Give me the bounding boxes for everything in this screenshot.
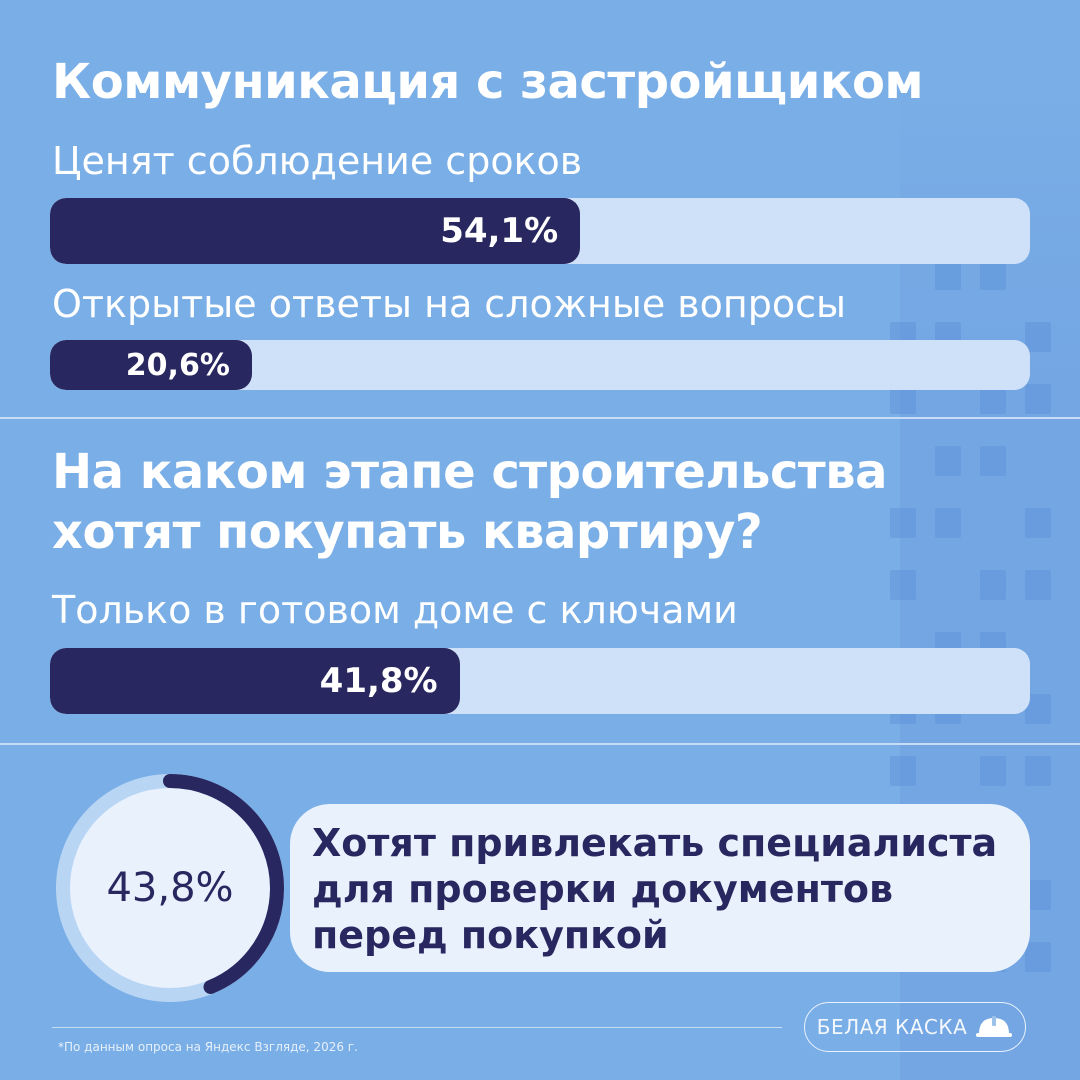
bar-category-label: Только в готовом доме с ключами [52, 588, 738, 632]
donut-chart: 43,8% [56, 774, 284, 1002]
background-window [890, 508, 916, 538]
bar-track: 54,1% [50, 198, 1030, 264]
page-title: Коммуникация с застройщиком [52, 54, 924, 110]
background-window [935, 446, 961, 476]
background-window [980, 570, 1006, 600]
stat-caption-line: перед покупкой [312, 913, 669, 957]
stat-caption: Хотят привлекать специалиста для проверк… [312, 820, 1012, 958]
donut-arc [56, 774, 284, 1002]
bar-value-label: 20,6% [125, 347, 230, 383]
footnote: *По данным опроса на Яндекс Взгляде, 202… [58, 1040, 358, 1054]
section-title-line: хотят покупать квартиру? [52, 504, 763, 560]
stat-caption-line: для проверки документов [312, 867, 894, 911]
footer-divider [52, 1027, 782, 1028]
bar-fill: 20,6% [50, 340, 252, 390]
brand-logo: БЕЛАЯ КАСКА [804, 1002, 1026, 1052]
background-window [935, 508, 961, 538]
background-window [890, 756, 916, 786]
bar-fill: 41,8% [50, 648, 460, 714]
donut-center [69, 787, 271, 989]
background-window [980, 260, 1006, 290]
bar-fill: 54,1% [50, 198, 581, 264]
background-window [1025, 570, 1051, 600]
stat-card [290, 804, 1030, 972]
background-window [980, 446, 1006, 476]
stat-caption-line: Хотят привлекать специалиста [312, 821, 998, 865]
section-title-line: На каком этапе строительства [52, 444, 888, 500]
bar-track: 41,8% [50, 648, 1030, 714]
background-window [890, 570, 916, 600]
bar-track: 20,6% [50, 340, 1030, 390]
bar-category-label: Открытые ответы на сложные вопросы [52, 282, 847, 326]
background-window [1025, 384, 1051, 414]
background-window [1025, 756, 1051, 786]
bar-value-label: 54,1% [440, 211, 559, 251]
background-window [1025, 942, 1051, 972]
brand-name: БЕЛАЯ КАСКА [816, 1015, 968, 1039]
background-window [980, 756, 1006, 786]
background-window [1025, 322, 1051, 352]
section-divider [0, 743, 1080, 745]
background-window [935, 260, 961, 290]
background-window [1025, 508, 1051, 538]
section-divider [0, 417, 1080, 419]
section-title: На каком этапе строительства хотят покуп… [52, 442, 888, 562]
hard-hat-icon [976, 1016, 1013, 1037]
bar-category-label: Ценят соблюдение сроков [52, 139, 583, 183]
bar-value-label: 41,8% [319, 661, 438, 701]
donut-value-label: 43,8% [106, 865, 233, 911]
